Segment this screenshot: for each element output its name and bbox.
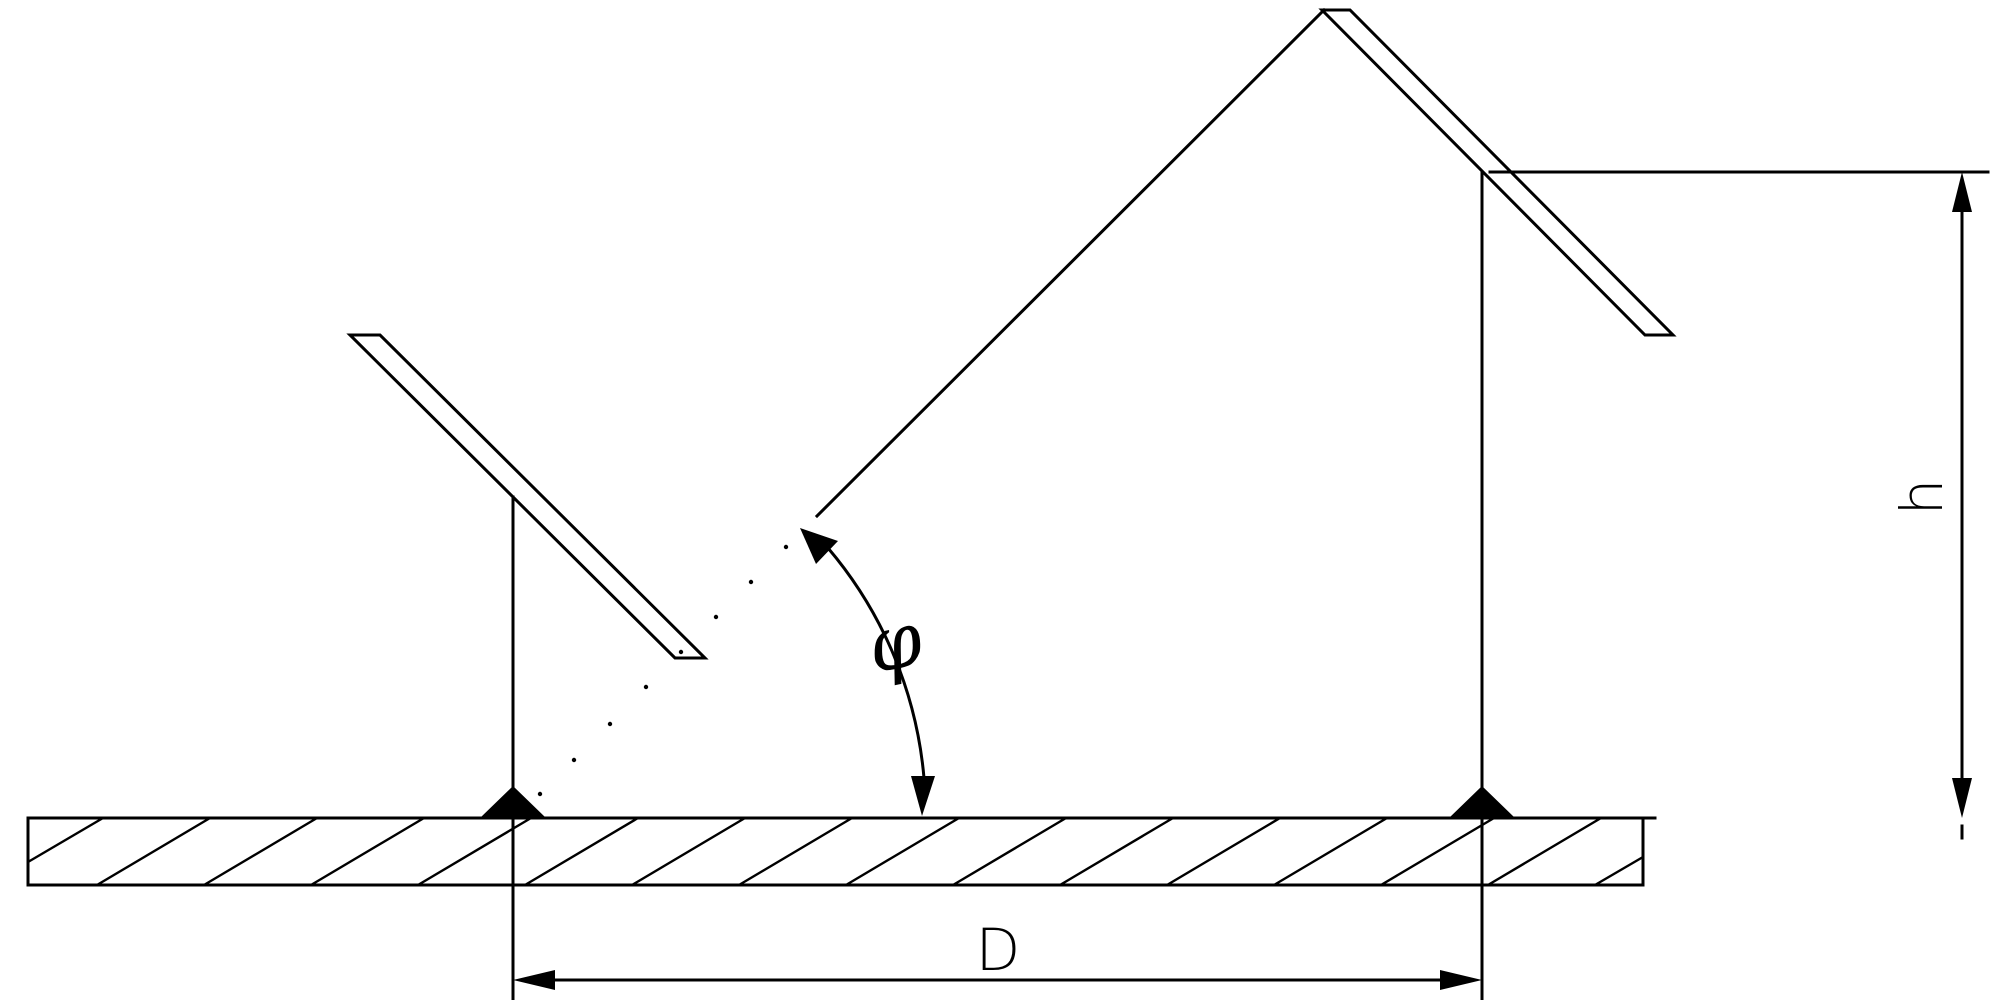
distance-label: D [976, 916, 1021, 984]
angle-arrow-lower [911, 776, 935, 816]
distance-dimension: D [511, 816, 1484, 1000]
height-arrow-top [1952, 172, 1972, 212]
angle-label: φ [859, 593, 930, 691]
height-arrow-bottom [1952, 778, 1972, 818]
angle-arc [825, 545, 926, 780]
front-panel-assembly [346, 333, 709, 818]
shadow-ray [537, 7, 1327, 797]
shadow-ray-solid [814, 7, 1327, 519]
rear-support-foot [1449, 786, 1515, 818]
angle-arrow-upper [800, 528, 838, 564]
ground-slab [26, 816, 1657, 887]
ground-hatching [27, 816, 1644, 887]
shadow-ray-dotted [537, 544, 789, 797]
front-support-foot [480, 786, 546, 818]
ground-outline [26, 816, 1645, 887]
rear-panel-assembly [1318, 8, 1677, 818]
distance-arrow-left [513, 970, 555, 990]
angle-indicator: φ [800, 528, 935, 816]
height-dimension: h [1488, 170, 1990, 840]
front-panel [346, 333, 709, 660]
distance-arrow-right [1440, 970, 1482, 990]
height-label: h [1888, 479, 1956, 516]
